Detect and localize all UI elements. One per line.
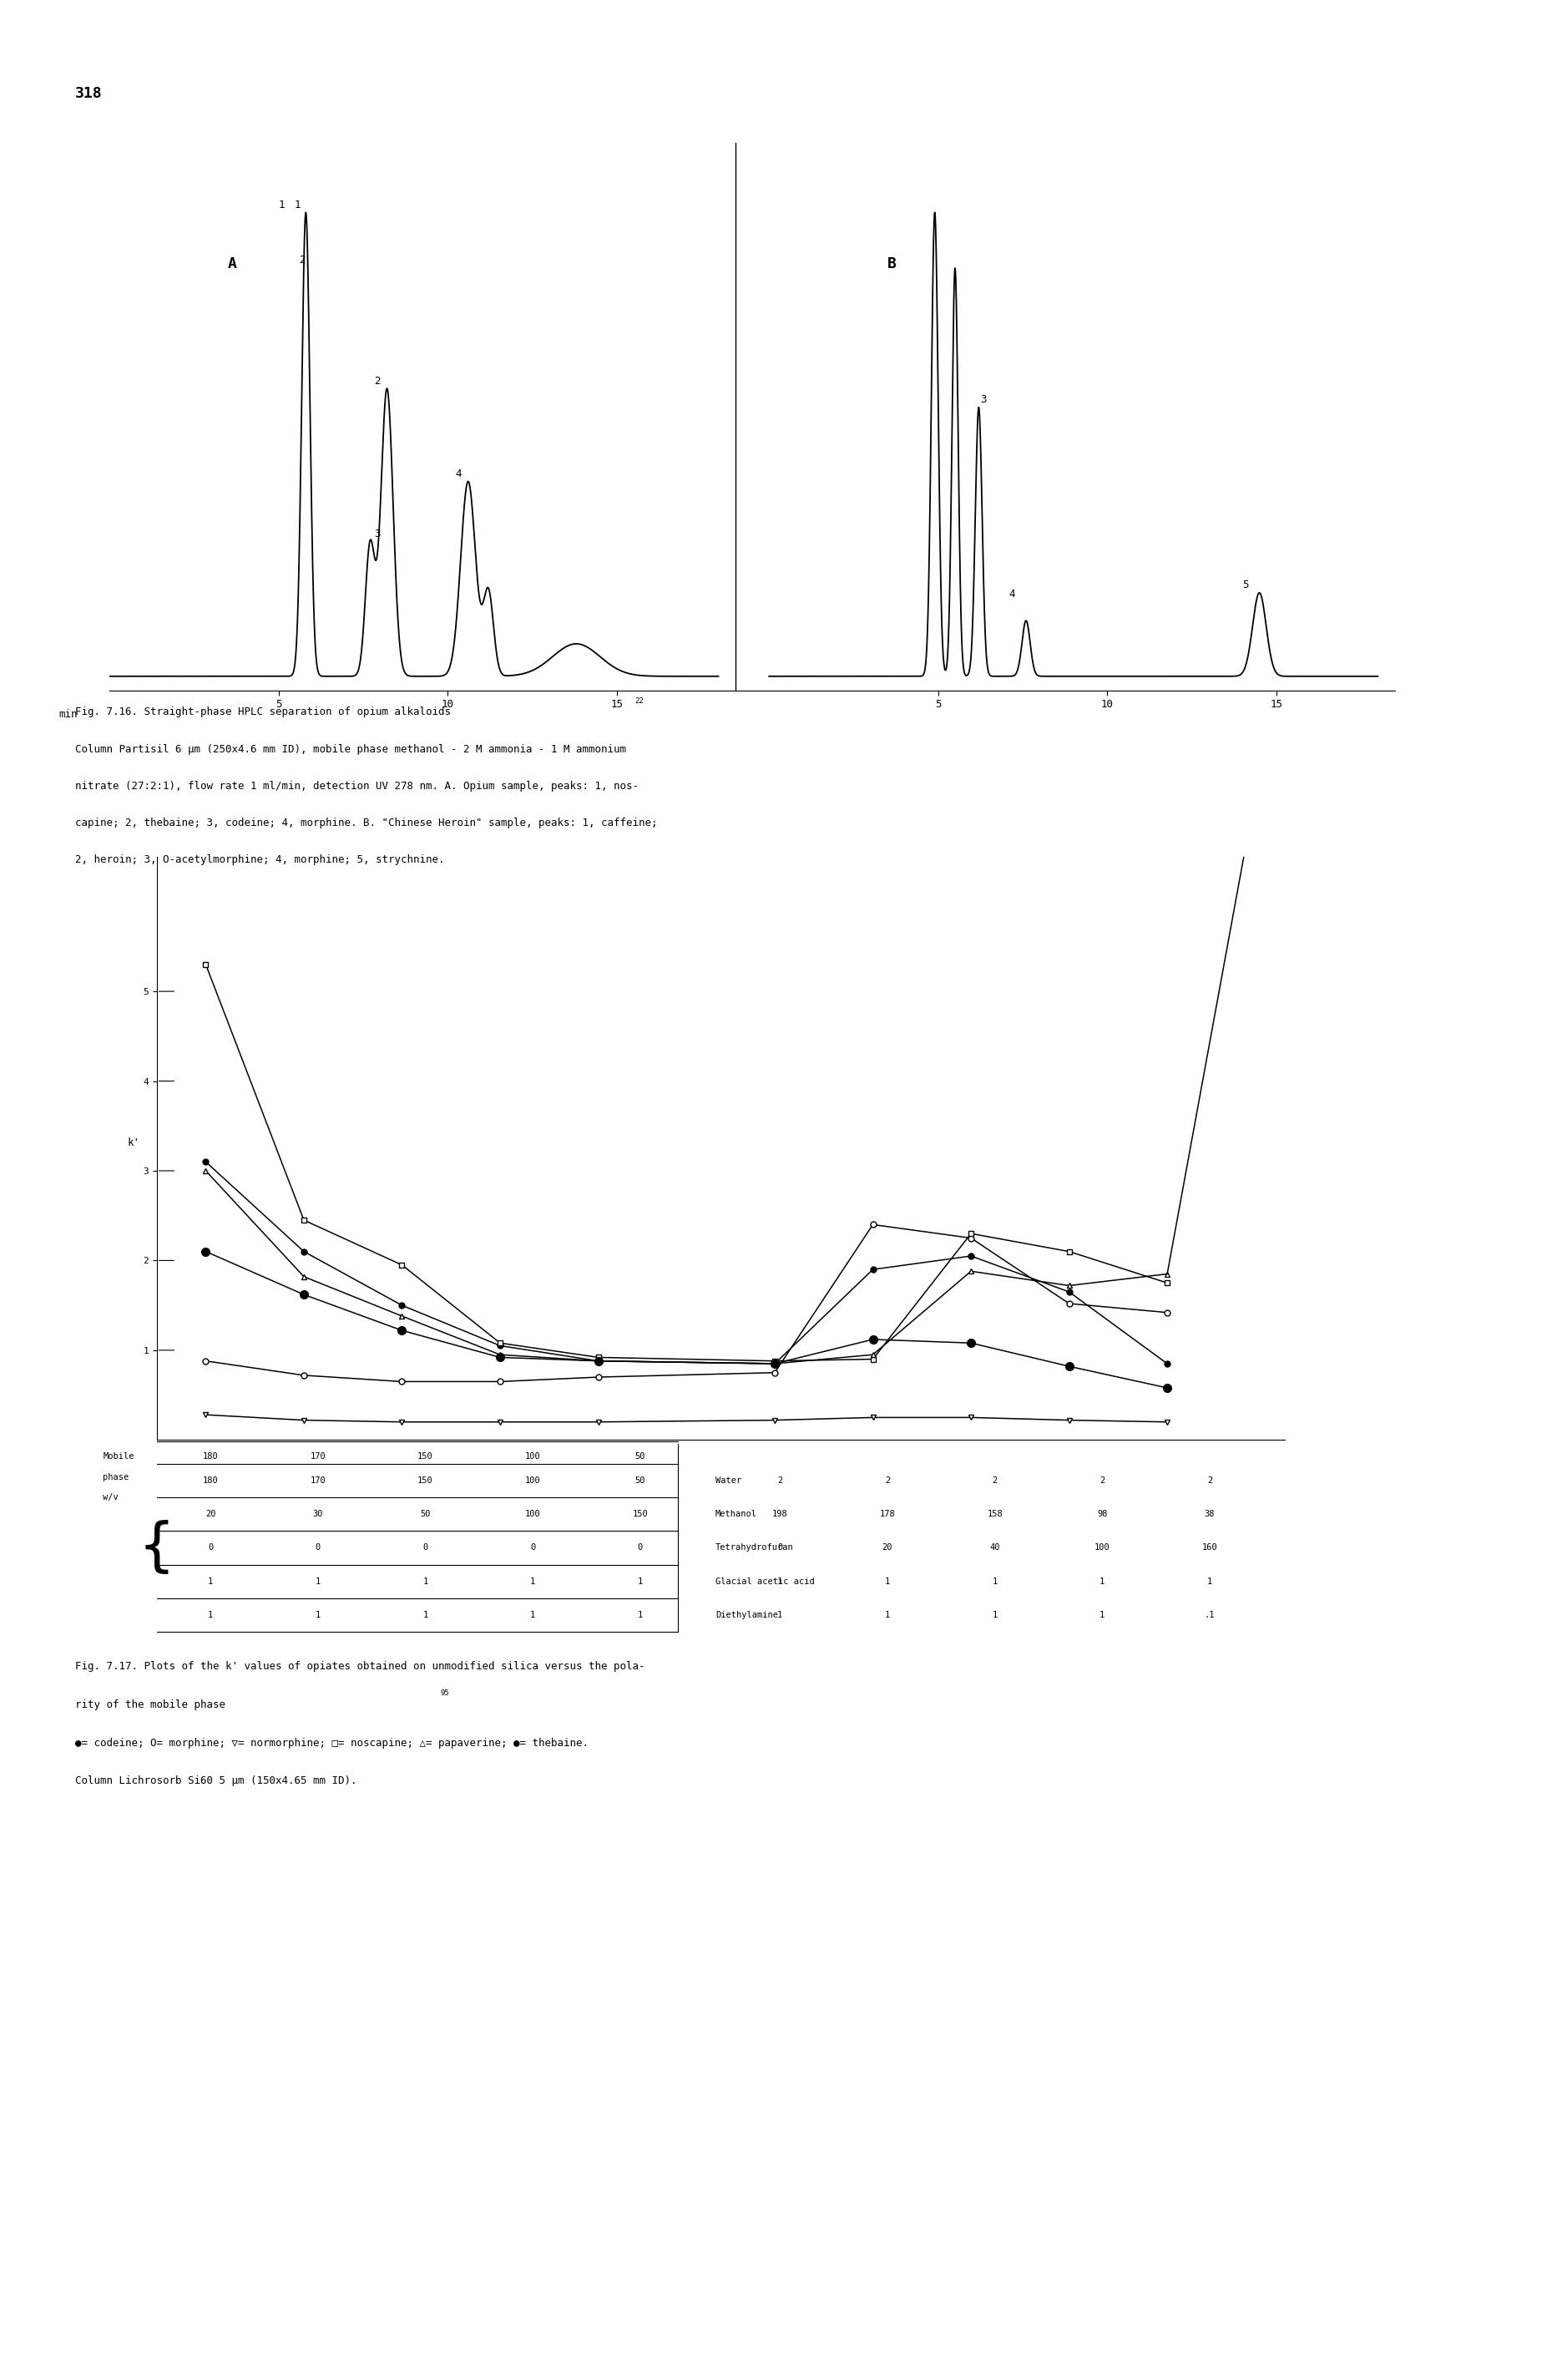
Text: 3: 3 bbox=[981, 395, 987, 405]
Text: {: { bbox=[139, 1521, 174, 1576]
Text: nitrate (27:2:1), flow rate 1 ml/min, detection UV 278 nm. A. Opium sample, peak: nitrate (27:2:1), flow rate 1 ml/min, de… bbox=[75, 781, 639, 793]
Text: 1: 1 bbox=[295, 200, 301, 209]
Text: 1: 1 bbox=[530, 1611, 536, 1618]
Text: Fig. 7.17. Plots of the k' values of opiates obtained on unmodified silica versu: Fig. 7.17. Plots of the k' values of opi… bbox=[75, 1661, 646, 1673]
Text: 4: 4 bbox=[1009, 590, 1015, 600]
Text: 2: 2 bbox=[1100, 1476, 1105, 1485]
Text: 170: 170 bbox=[310, 1452, 326, 1461]
Text: 3: 3 bbox=[375, 528, 381, 540]
Text: 1: 1 bbox=[279, 200, 285, 209]
Text: 38: 38 bbox=[1205, 1509, 1214, 1518]
Text: 1: 1 bbox=[1100, 1578, 1105, 1585]
Text: 2: 2 bbox=[299, 255, 306, 267]
Text: 100: 100 bbox=[525, 1476, 541, 1485]
Text: 30: 30 bbox=[313, 1509, 323, 1518]
Text: 4: 4 bbox=[454, 469, 461, 478]
Text: 1: 1 bbox=[777, 1578, 782, 1585]
Text: 2: 2 bbox=[777, 1476, 782, 1485]
Text: 40: 40 bbox=[990, 1545, 1000, 1552]
Text: 0: 0 bbox=[777, 1545, 782, 1552]
Text: 1: 1 bbox=[885, 1578, 890, 1585]
Text: 1: 1 bbox=[530, 1578, 536, 1585]
Text: 1: 1 bbox=[638, 1578, 642, 1585]
Text: 0: 0 bbox=[315, 1545, 321, 1552]
Text: 2: 2 bbox=[375, 376, 381, 386]
Text: 180: 180 bbox=[202, 1452, 218, 1461]
Text: Mobile: Mobile bbox=[103, 1452, 135, 1461]
Text: capine; 2, thebaine; 3, codeine; 4, morphine. B. "Chinese Heroin" sample, peaks:: capine; 2, thebaine; 3, codeine; 4, morp… bbox=[75, 819, 658, 828]
Text: 100: 100 bbox=[1094, 1545, 1109, 1552]
Text: 1: 1 bbox=[992, 1578, 998, 1585]
Text: 318: 318 bbox=[75, 86, 102, 100]
Text: 158: 158 bbox=[987, 1509, 1003, 1518]
Text: 170: 170 bbox=[310, 1476, 326, 1485]
Text: Water: Water bbox=[716, 1476, 741, 1485]
Text: 100: 100 bbox=[525, 1452, 541, 1461]
Text: 20: 20 bbox=[205, 1509, 216, 1518]
Text: 0: 0 bbox=[208, 1545, 213, 1552]
Text: 1: 1 bbox=[423, 1578, 428, 1585]
Text: 1: 1 bbox=[423, 1611, 428, 1618]
Text: Diethylamine: Diethylamine bbox=[716, 1611, 779, 1618]
Text: 1: 1 bbox=[1100, 1611, 1105, 1618]
Text: 5: 5 bbox=[1243, 581, 1249, 590]
Text: 50: 50 bbox=[635, 1452, 646, 1461]
Text: 2: 2 bbox=[885, 1476, 890, 1485]
Text: A: A bbox=[229, 257, 237, 271]
Text: 1: 1 bbox=[208, 1611, 213, 1618]
Text: 198: 198 bbox=[773, 1509, 788, 1518]
Text: 1: 1 bbox=[208, 1578, 213, 1585]
Text: 100: 100 bbox=[525, 1509, 541, 1518]
Text: 178: 178 bbox=[879, 1509, 895, 1518]
Text: 1: 1 bbox=[315, 1611, 321, 1618]
Text: 180: 180 bbox=[202, 1476, 218, 1485]
Text: 0: 0 bbox=[530, 1545, 536, 1552]
Text: Column Lichrosorb Si60 5 μm (150x4.65 mm ID).: Column Lichrosorb Si60 5 μm (150x4.65 mm… bbox=[75, 1775, 357, 1787]
Text: 2, heroin; 3, O-acetylmorphine; 4, morphine; 5, strychnine.: 2, heroin; 3, O-acetylmorphine; 4, morph… bbox=[75, 854, 445, 866]
Text: rity of the mobile phase: rity of the mobile phase bbox=[75, 1699, 226, 1711]
Text: 0: 0 bbox=[423, 1545, 428, 1552]
Text: ●= codeine; O= morphine; ▽= normorphine; □= noscapine; △= papaverine; ●= thebain: ●= codeine; O= morphine; ▽= normorphine;… bbox=[75, 1737, 589, 1749]
Y-axis label: k': k' bbox=[127, 1138, 139, 1150]
Text: .1: .1 bbox=[1205, 1611, 1214, 1618]
Text: phase: phase bbox=[103, 1473, 128, 1480]
Text: 95: 95 bbox=[440, 1690, 450, 1697]
Text: 50: 50 bbox=[420, 1509, 431, 1518]
Text: 20: 20 bbox=[882, 1545, 893, 1552]
Text: 160: 160 bbox=[1202, 1545, 1218, 1552]
Text: 2: 2 bbox=[992, 1476, 998, 1485]
Text: 2: 2 bbox=[1207, 1476, 1213, 1485]
Text: 1: 1 bbox=[885, 1611, 890, 1618]
Text: 1: 1 bbox=[638, 1611, 642, 1618]
Text: w/v: w/v bbox=[103, 1492, 119, 1502]
Text: Methanol: Methanol bbox=[716, 1509, 757, 1518]
Text: Tetrahydrofuran: Tetrahydrofuran bbox=[716, 1545, 794, 1552]
Text: B: B bbox=[887, 257, 896, 271]
Text: Fig. 7.16. Straight-phase HPLC separation of opium alkaloids: Fig. 7.16. Straight-phase HPLC separatio… bbox=[75, 707, 451, 719]
Text: 150: 150 bbox=[633, 1509, 649, 1518]
Text: 150: 150 bbox=[417, 1476, 432, 1485]
Text: 1: 1 bbox=[315, 1578, 321, 1585]
Text: 1: 1 bbox=[1207, 1578, 1213, 1585]
Text: 98: 98 bbox=[1097, 1509, 1108, 1518]
Text: Column Partisil 6 μm (250x4.6 mm ID), mobile phase methanol - 2 M ammonia - 1 M : Column Partisil 6 μm (250x4.6 mm ID), mo… bbox=[75, 743, 627, 754]
Text: 1: 1 bbox=[777, 1611, 782, 1618]
Text: 0: 0 bbox=[638, 1545, 642, 1552]
Text: 1: 1 bbox=[992, 1611, 998, 1618]
Text: 22: 22 bbox=[635, 697, 644, 704]
Text: Glacial acetic acid: Glacial acetic acid bbox=[716, 1578, 815, 1585]
Text: min: min bbox=[60, 709, 78, 719]
Text: 50: 50 bbox=[635, 1476, 646, 1485]
Text: 150: 150 bbox=[417, 1452, 432, 1461]
